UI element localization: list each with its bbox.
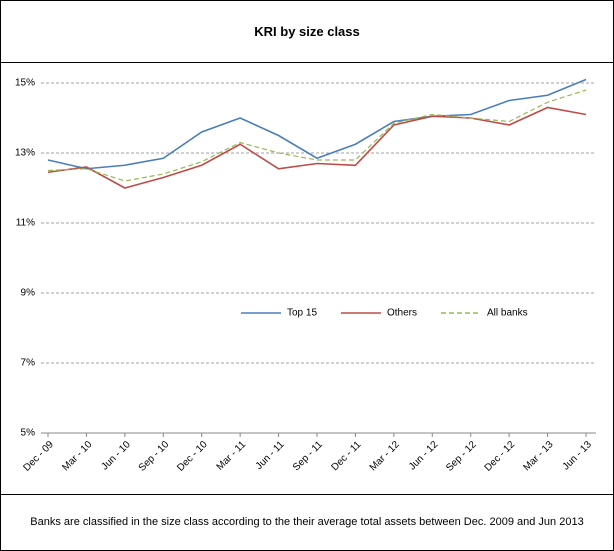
x-tick-label: Sep - 12: [444, 439, 479, 474]
legend-label: All banks: [487, 308, 528, 319]
x-tick-label: Mar - 13: [521, 439, 555, 473]
x-tick-label: Jun - 12: [407, 439, 441, 473]
y-tick-label: 9%: [21, 288, 36, 299]
x-tick-label: Sep - 11: [291, 439, 325, 473]
x-tick-label: Jun - 11: [254, 439, 287, 472]
footer: Banks are classified in the size class a…: [1, 494, 613, 550]
x-tick-label: Mar - 10: [60, 439, 94, 473]
x-tick-label: Dec - 12: [483, 439, 518, 474]
chart: 5%7%9%11%13%15%Dec - 09 Mar - 10 Jun - 10 S…: [15, 78, 596, 474]
y-tick-label: 15%: [15, 78, 35, 89]
y-tick-label: 7%: [21, 358, 36, 369]
x-tick-label: Jun - 13: [561, 439, 595, 473]
series-line: [47, 78, 587, 170]
legend-label: Others: [387, 308, 417, 319]
x-tick-label: Mar - 12: [368, 439, 402, 473]
footnote: Banks are classified in the size class a…: [30, 516, 584, 528]
series-line: [47, 106, 587, 189]
x-tick-label: Jun - 10: [100, 439, 134, 473]
y-tick-label: 11%: [16, 218, 35, 229]
x-tick-label: Sep - 10: [137, 439, 172, 474]
x-tick-label: Dec - 11: [329, 439, 363, 473]
legend-label: Top 15: [287, 308, 317, 319]
x-tick-label: Mar - 11: [215, 439, 249, 473]
y-tick-label: 13%: [15, 148, 35, 159]
series-line: [47, 89, 587, 182]
x-tick-label: Dec - 10: [175, 439, 210, 474]
chart-title: KRI by size class: [1, 1, 613, 63]
y-tick-label: 5%: [21, 428, 36, 439]
x-tick-label: Dec - 09: [21, 439, 56, 474]
